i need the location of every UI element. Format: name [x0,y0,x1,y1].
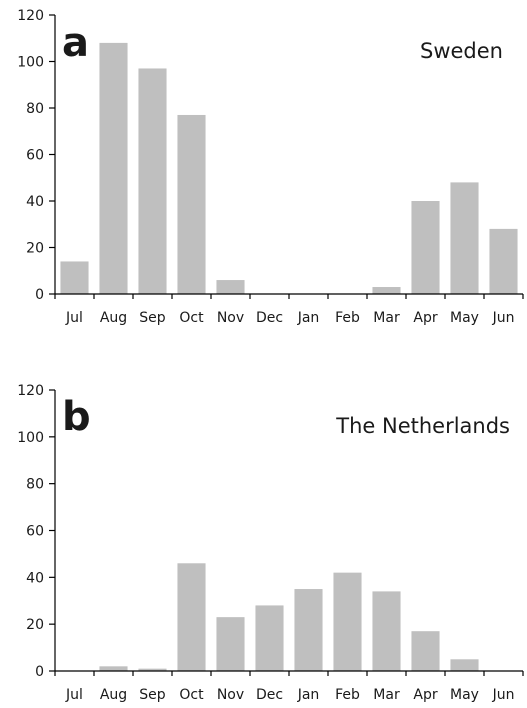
bar-a-apr [411,201,440,294]
bar-b-mar [372,591,401,671]
x-tick-label-b-sep: Sep [139,687,166,703]
x-tick-label-b-oct: Oct [179,687,204,703]
axes-a [49,14,524,299]
x-tick-label-b-feb: Feb [335,687,360,703]
bar-b-dec [255,605,284,671]
y-tick-labels-a: 0 20 40 60 80 100 120 [17,8,44,303]
x-tick-label-b-apr: Apr [413,687,437,703]
x-tick-label-b-jan: Jan [297,687,320,703]
x-tick-labels-b: Jul Aug Sep Oct Nov Dec Jan Feb Mar Apr May Jun [65,687,514,703]
bars-a [60,42,518,295]
y-tick-label-a-40: 40 [26,194,44,210]
x-tick-label-b-jul: Jul [65,687,83,703]
x-tick-label-b-dec: Dec [256,687,283,703]
bar-a-jul [60,261,89,294]
x-tick-label-b-nov: Nov [217,687,244,703]
bar-a-sep [138,68,167,294]
x-tick-label-b-mar: Mar [373,687,400,703]
panel-b: 0 20 40 60 80 100 120 Jul Aug Sep Oct Nov Dec Jan Feb… [17,383,524,703]
bar-b-apr [411,631,440,671]
y-tick-label-a-80: 80 [26,101,44,117]
y-tick-label-b-0: 0 [35,664,44,680]
bar-a-nov [216,280,245,294]
x-tick-label-a-oct: Oct [179,310,204,326]
x-tick-label-a-may: May [450,310,479,326]
x-tick-label-a-dec: Dec [256,310,283,326]
bar-b-jan [294,589,323,671]
y-tick-label-b-40: 40 [26,570,44,586]
x-tick-label-a-nov: Nov [217,310,244,326]
x-tick-labels-a: Jul Aug Sep Oct Nov Dec Jan Feb Mar Apr May Jun [65,310,514,326]
x-tick-label-a-sep: Sep [139,310,166,326]
y-tick-label-a-120: 120 [17,8,44,24]
y-tick-label-b-80: 80 [26,477,44,493]
y-tick-label-b-100: 100 [17,430,44,446]
panel-title-a: Sweden [420,39,503,63]
bar-b-aug [99,666,128,671]
bar-b-nov [216,617,245,671]
y-tick-label-a-20: 20 [26,241,44,257]
y-tick-label-a-0: 0 [35,287,44,303]
panel-letter-b: b [62,394,91,440]
x-tick-label-a-feb: Feb [335,310,360,326]
y-tick-label-a-60: 60 [26,148,44,164]
y-tick-labels-b: 0 20 40 60 80 100 120 [17,383,44,680]
bar-b-sep [138,668,167,671]
x-tick-label-a-jul: Jul [65,310,83,326]
panel-a: 0 20 40 60 80 100 120 Jul Aug Sep Oct Nov Dec Jan Feb… [17,8,524,326]
y-tick-label-a-100: 100 [17,55,44,71]
bar-a-oct [177,114,206,294]
panel-letter-a: a [62,20,89,66]
y-tick-label-b-60: 60 [26,524,44,540]
bar-b-may [450,659,479,671]
bar-b-oct [177,563,206,671]
bar-a-aug [99,42,128,295]
bar-a-jun [489,228,518,294]
x-tick-label-b-jun: Jun [492,687,515,703]
bar-b-feb [333,572,362,671]
bar-a-may [450,182,479,294]
x-tick-label-a-mar: Mar [373,310,400,326]
x-tick-label-a-aug: Aug [100,310,127,326]
axes-b [49,389,524,676]
x-tick-label-a-jan: Jan [297,310,320,326]
x-tick-label-b-may: May [450,687,479,703]
x-tick-label-a-apr: Apr [413,310,437,326]
x-tick-label-b-aug: Aug [100,687,127,703]
y-tick-label-b-20: 20 [26,617,44,633]
bar-a-mar [372,287,401,294]
x-tick-label-a-jun: Jun [492,310,515,326]
y-tick-label-b-120: 120 [17,383,44,399]
panel-title-b: The Netherlands [335,414,510,438]
bars-b [99,563,479,671]
